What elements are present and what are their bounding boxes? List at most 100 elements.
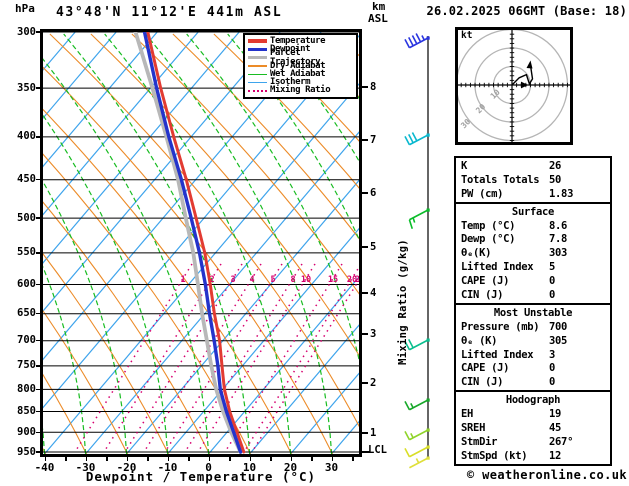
temp-tick-label: 30 bbox=[324, 461, 339, 474]
stats-tables: K 26 Totals Totals 50 PW (cm) 1.83 Surface Temp… bbox=[454, 156, 612, 466]
stat-value: 0 bbox=[549, 288, 556, 301]
temp-tick bbox=[147, 457, 149, 461]
wind-barb-icon bbox=[404, 428, 430, 441]
legend-label: Wet Adiabat bbox=[270, 68, 326, 79]
legend-swatch-parcel-trajectory-icon bbox=[248, 55, 267, 60]
station-title: 43°48'N 11°12'E 441m ASL bbox=[56, 5, 283, 20]
legend: Temperature Dewpoint Parcel Trajectory Dry … bbox=[243, 33, 358, 100]
temp-tick-label: -30 bbox=[75, 461, 96, 474]
legend-label: Mixing Ratio bbox=[270, 85, 331, 96]
km-tick-label: 6 bbox=[370, 187, 377, 199]
dry-adiabat-lines bbox=[43, 33, 359, 454]
pressure-tick bbox=[36, 388, 40, 391]
km-tick bbox=[362, 192, 368, 194]
datetime-label: 26.02.2025 06GMT (Base: 18) bbox=[426, 4, 627, 18]
stat-row: Pressure (mb) 700 bbox=[456, 320, 610, 334]
legend-swatch-isotherm-icon bbox=[248, 81, 267, 84]
stat-table: K 26 Totals Totals 50 PW (cm) 1.83 bbox=[454, 156, 612, 204]
copyright-footer: © weatheronline.co.uk bbox=[466, 468, 627, 482]
wind-barb-icon bbox=[409, 456, 430, 469]
stat-value: 12 bbox=[549, 449, 562, 462]
km-tick bbox=[362, 432, 368, 434]
stat-row: EH 19 bbox=[456, 407, 610, 421]
mixing-ratio-value-label: 5 bbox=[270, 275, 275, 285]
curve-parcel-trajectory bbox=[133, 32, 243, 454]
stat-table-header: Hodograph bbox=[456, 393, 610, 407]
pressure-tick-label: 850 bbox=[17, 404, 36, 417]
temp-tick bbox=[229, 457, 231, 461]
pressure-tick bbox=[36, 339, 40, 342]
x-axis-title: Dewpoint / Temperature (°C) bbox=[85, 469, 317, 484]
stat-label: Temp (°C) bbox=[461, 219, 516, 232]
stat-row: K 26 bbox=[456, 159, 610, 173]
wind-barb-icon bbox=[404, 132, 430, 146]
wind-barb-icon bbox=[404, 33, 430, 49]
stat-table-header: Most Unstable bbox=[456, 306, 610, 320]
stat-table: Hodograph EH 19 SREH 45 StmDir 267° StmSpd (kt)… bbox=[454, 390, 612, 466]
pressure-tick bbox=[36, 283, 40, 286]
stat-value: 303 bbox=[549, 247, 568, 260]
legend-label: Dewpoint bbox=[270, 43, 311, 54]
legend-item: Mixing Ratio bbox=[248, 85, 355, 96]
km-tick bbox=[362, 86, 368, 88]
stat-value: 19 bbox=[549, 408, 562, 421]
temp-tick bbox=[208, 457, 210, 461]
pressure-tick-label: 450 bbox=[17, 173, 36, 186]
stat-header-text: Hodograph bbox=[505, 394, 561, 407]
lcl-tick bbox=[362, 451, 370, 453]
stat-value: 5 bbox=[549, 261, 556, 274]
stat-label: K bbox=[461, 159, 468, 172]
mixing-ratio-value-label: 1 bbox=[180, 275, 185, 285]
mixing-ratio-value-label: 3 bbox=[230, 275, 235, 285]
stat-label: StmDir bbox=[461, 435, 498, 448]
pressure-tick bbox=[36, 217, 40, 219]
pressure-tick bbox=[36, 410, 40, 413]
pressure-tick bbox=[36, 312, 40, 315]
stat-row: SREH 45 bbox=[456, 421, 610, 435]
skewt-plot: 1 2 3 4 5 8 10 15 2025 TemperatureDewpointParcel… bbox=[40, 29, 362, 457]
pressure-tick-label: 950 bbox=[17, 445, 36, 458]
kt-unit-label: kt bbox=[461, 30, 473, 41]
stat-row: StmSpd (kt) 12 bbox=[456, 449, 610, 463]
stat-value: 0 bbox=[549, 376, 556, 389]
pressure-tick-label: 650 bbox=[17, 307, 36, 320]
temp-tick bbox=[167, 457, 169, 461]
temp-tick bbox=[249, 457, 251, 461]
stat-row: θₑ(K) 303 bbox=[456, 246, 610, 260]
km-tick-label: 7 bbox=[370, 134, 377, 146]
lcl-label: LCL bbox=[368, 444, 387, 456]
mixing-ratio-value-label: 2 bbox=[209, 275, 214, 285]
temp-tick bbox=[65, 457, 67, 461]
stat-label: EH bbox=[461, 408, 474, 421]
stat-row: Totals Totals 50 bbox=[456, 173, 610, 187]
legend-item: Wet Adiabat bbox=[248, 68, 355, 79]
km-tick-label: 1 bbox=[370, 427, 377, 439]
stat-label: θₑ (K) bbox=[461, 334, 498, 347]
stat-label: CAPE (J) bbox=[461, 362, 510, 375]
legend-item: Dry Adiabat bbox=[248, 61, 355, 70]
temp-tick bbox=[188, 457, 190, 461]
legend-label: Parcel Trajectory bbox=[270, 47, 321, 67]
stat-value: 700 bbox=[549, 320, 568, 333]
stat-row: CAPE (J) 0 bbox=[456, 274, 610, 288]
stat-row: PW (cm) 1.83 bbox=[456, 187, 610, 201]
km-tick-label: 8 bbox=[370, 81, 377, 93]
stat-label: θₑ(K) bbox=[461, 247, 492, 260]
stat-row: Lifted Index 3 bbox=[456, 348, 610, 362]
temp-tick-label: 0 bbox=[205, 461, 212, 474]
pressure-tick-label: 750 bbox=[17, 359, 36, 372]
stat-value: 267° bbox=[549, 435, 574, 448]
legend-swatch-dry-adiabat-icon bbox=[248, 65, 267, 67]
temp-tick bbox=[290, 457, 292, 461]
legend-item: Parcel Trajectory bbox=[248, 48, 355, 66]
km-tick bbox=[362, 382, 368, 384]
pressure-tick bbox=[36, 87, 40, 89]
temp-tick bbox=[106, 457, 108, 461]
temp-tick-label: -10 bbox=[157, 461, 178, 474]
stat-value: 305 bbox=[549, 334, 568, 347]
stat-table-header: Surface bbox=[456, 205, 610, 219]
stat-label: Lifted Index bbox=[461, 261, 534, 274]
pressure-tick bbox=[36, 431, 40, 434]
mixing-ratio-axis-label: Mixing Ratio (g/kg) bbox=[397, 239, 409, 365]
